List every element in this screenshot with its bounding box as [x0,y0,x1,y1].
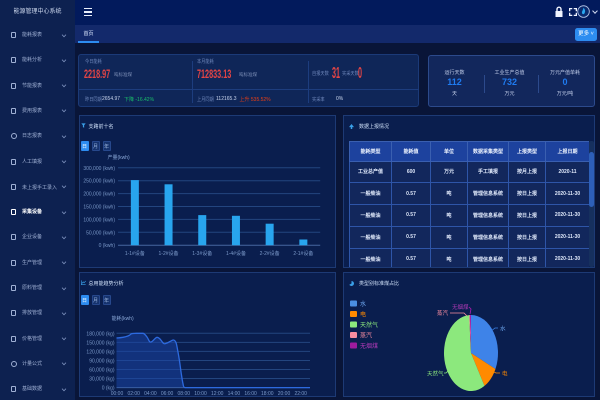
svg-text:1-2#设备: 1-2#设备 [159,250,179,257]
svg-text:300,000 (kwh): 300,000 (kwh) [83,166,115,172]
svg-text:150,000 (kwh): 150,000 (kwh) [83,205,115,211]
svg-text:200,000 (kwh): 200,000 (kwh) [83,192,115,198]
svg-text:02:00: 02:00 [127,391,140,396]
svg-text:16:00: 16:00 [244,391,257,396]
svg-text:08:00: 08:00 [178,391,191,396]
svg-text:无烟煤: 无烟煤 [360,342,378,350]
svg-text:14:00: 14:00 [228,391,241,396]
svg-text:180,000 (kg): 180,000 (kg) [86,331,114,337]
svg-text:12:00: 12:00 [211,391,224,396]
svg-text:120,000 (kg): 120,000 (kg) [86,349,114,355]
svg-text:00:00: 00:00 [111,391,124,396]
svg-text:1-4#设备: 1-4#设备 [226,250,246,257]
svg-text:250,000 (kwh): 250,000 (kwh) [83,179,115,185]
svg-text:天然气: 天然气 [360,321,378,329]
svg-text:1-1#设备: 1-1#设备 [125,250,145,257]
svg-text:90,000 (kg): 90,000 (kg) [89,358,115,364]
svg-text:电: 电 [502,370,508,378]
svg-text:2-1#设备: 2-1#设备 [293,250,313,257]
svg-text:10:00: 10:00 [194,391,207,396]
svg-text:22:00: 22:00 [294,391,307,396]
svg-text:水: 水 [360,300,366,308]
svg-text:无烟煤: 无烟煤 [452,303,469,311]
svg-text:100,000 (kwh): 100,000 (kwh) [83,217,115,223]
svg-text:60,000 (kg): 60,000 (kg) [89,368,115,374]
svg-text:2-2#设备: 2-2#设备 [260,250,280,257]
svg-text:20:00: 20:00 [278,391,291,396]
svg-text:0 (kwh): 0 (kwh) [99,243,116,249]
svg-text:天然气: 天然气 [427,370,444,378]
svg-text:电: 电 [360,311,366,319]
svg-text:0 (kg): 0 (kg) [102,386,115,392]
svg-text:18:00: 18:00 [261,391,274,396]
svg-text:水: 水 [500,325,506,333]
svg-text:蒸汽: 蒸汽 [360,332,372,340]
svg-text:30,000 (kg): 30,000 (kg) [89,377,115,383]
svg-text:06:00: 06:00 [161,391,174,396]
svg-text:蒸汽: 蒸汽 [437,309,449,317]
svg-text:50,000 (kwh): 50,000 (kwh) [86,230,115,236]
svg-text:04:00: 04:00 [144,391,157,396]
svg-text:150,000 (kg): 150,000 (kg) [86,340,114,346]
svg-text:1-3#设备: 1-3#设备 [192,250,212,257]
